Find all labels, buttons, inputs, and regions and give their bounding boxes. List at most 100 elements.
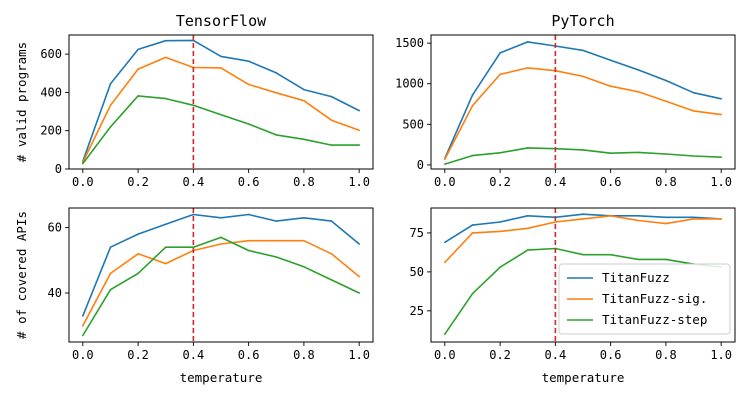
data-point xyxy=(471,292,474,295)
axes-frame xyxy=(68,34,374,170)
data-point xyxy=(137,253,139,255)
x-tick-label: 1.0 xyxy=(348,175,370,189)
data-point xyxy=(109,126,112,128)
data-point xyxy=(720,113,722,116)
data-point xyxy=(330,220,333,222)
data-point xyxy=(82,162,84,165)
data-point xyxy=(82,315,84,317)
data-point xyxy=(303,239,305,242)
data-point xyxy=(526,215,529,217)
x-tick-label: 0.2 xyxy=(489,175,511,189)
y-tick-label: 400 xyxy=(40,85,62,99)
x-tick-label: 0.4 xyxy=(183,175,205,189)
data-point xyxy=(499,230,501,233)
axes-frame xyxy=(68,207,374,343)
data-point xyxy=(637,219,640,222)
data-point xyxy=(358,144,361,146)
x-axis-label: temperature xyxy=(180,370,263,385)
x-tick-label: 1.0 xyxy=(710,348,732,362)
x-tick-label: 0.6 xyxy=(600,348,622,362)
data-point xyxy=(471,94,474,96)
data-point xyxy=(720,156,722,158)
data-point xyxy=(164,246,167,248)
data-point xyxy=(275,239,278,242)
data-point xyxy=(637,69,640,71)
data-point xyxy=(192,246,195,248)
panel-2: 0.0 0.2 0.4 0.6 0.8 1.0 0 500 1000 1500 PyTorch xyxy=(395,12,736,189)
data-point xyxy=(220,217,222,219)
data-point xyxy=(275,134,278,136)
series-line-titanfuzz-step xyxy=(82,95,360,165)
data-point xyxy=(275,220,278,222)
data-point xyxy=(720,218,722,220)
axes-frame xyxy=(430,34,736,170)
x-tick-label: 0.6 xyxy=(238,175,260,189)
data-point xyxy=(609,152,612,154)
x-tick-label: 1.0 xyxy=(348,348,370,362)
data-point xyxy=(471,224,474,226)
data-point xyxy=(358,292,361,294)
data-point xyxy=(164,223,167,226)
data-point xyxy=(247,83,250,86)
data-point xyxy=(444,241,446,244)
data-point xyxy=(471,104,474,107)
data-point xyxy=(137,48,139,51)
series-line-titanfuzz xyxy=(82,39,360,162)
series-line-titanfuzz-sig xyxy=(82,239,360,327)
panel-3: 0.0 0.2 0.4 0.6 0.8 1.0 40 60 temperature # of co… xyxy=(14,207,374,385)
data-point xyxy=(499,266,501,269)
data-point xyxy=(637,91,640,93)
data-point xyxy=(164,97,167,100)
series-line-titanfuzz-sig xyxy=(444,67,722,160)
data-point xyxy=(582,218,584,220)
data-point xyxy=(637,215,640,217)
data-point xyxy=(137,272,139,275)
data-point xyxy=(358,243,361,245)
data-point xyxy=(358,109,361,112)
data-point xyxy=(247,249,250,252)
panel-4: 0.0 0.2 0.4 0.6 0.8 1.0 25 50 75 temperature Titan… xyxy=(410,207,736,385)
data-point xyxy=(137,95,139,97)
data-point xyxy=(220,114,222,116)
x-tick-label: 0.2 xyxy=(127,175,149,189)
x-tick-label: 0.6 xyxy=(600,175,622,189)
data-point xyxy=(499,152,501,154)
data-point xyxy=(164,56,167,59)
data-point xyxy=(220,236,222,239)
data-point xyxy=(665,153,667,155)
y-tick-label: 60 xyxy=(48,221,62,235)
legend-label-titanfuzz-step: TitanFuzz-step xyxy=(602,312,707,327)
data-point xyxy=(720,98,722,100)
x-tick-label: 0.6 xyxy=(238,348,260,362)
data-point xyxy=(109,104,112,107)
data-point xyxy=(526,147,529,149)
panels: 0.0 0.2 0.4 0.6 0.8 1.00200400600TensorFlow# … xyxy=(14,12,736,385)
data-point xyxy=(247,213,250,216)
data-point xyxy=(303,217,305,219)
data-point xyxy=(109,272,112,275)
x-tick-label: 0.4 xyxy=(183,348,205,362)
y-tick-label: 1000 xyxy=(395,77,424,91)
series-line-titanfuzz xyxy=(82,213,360,317)
x-tick-label: 0.0 xyxy=(72,348,94,362)
data-point xyxy=(109,288,112,291)
data-point xyxy=(692,155,695,157)
data-point xyxy=(275,92,278,94)
x-tick-label: 0.8 xyxy=(293,175,315,189)
data-point xyxy=(637,151,640,154)
data-point xyxy=(444,158,446,161)
data-point xyxy=(665,216,667,219)
data-point xyxy=(582,49,584,52)
y-tick-label: 600 xyxy=(40,47,62,61)
y-axis-label: # of covered APIs xyxy=(14,211,29,339)
x-tick-label: 0.8 xyxy=(655,175,677,189)
x-tick-label: 0.4 xyxy=(545,348,567,362)
data-point xyxy=(247,60,250,62)
data-point xyxy=(192,213,195,216)
data-point xyxy=(275,72,278,74)
data-point xyxy=(499,73,501,76)
data-point xyxy=(444,163,446,165)
series-line-titanfuzz-sig xyxy=(82,56,360,163)
data-point xyxy=(137,68,139,70)
